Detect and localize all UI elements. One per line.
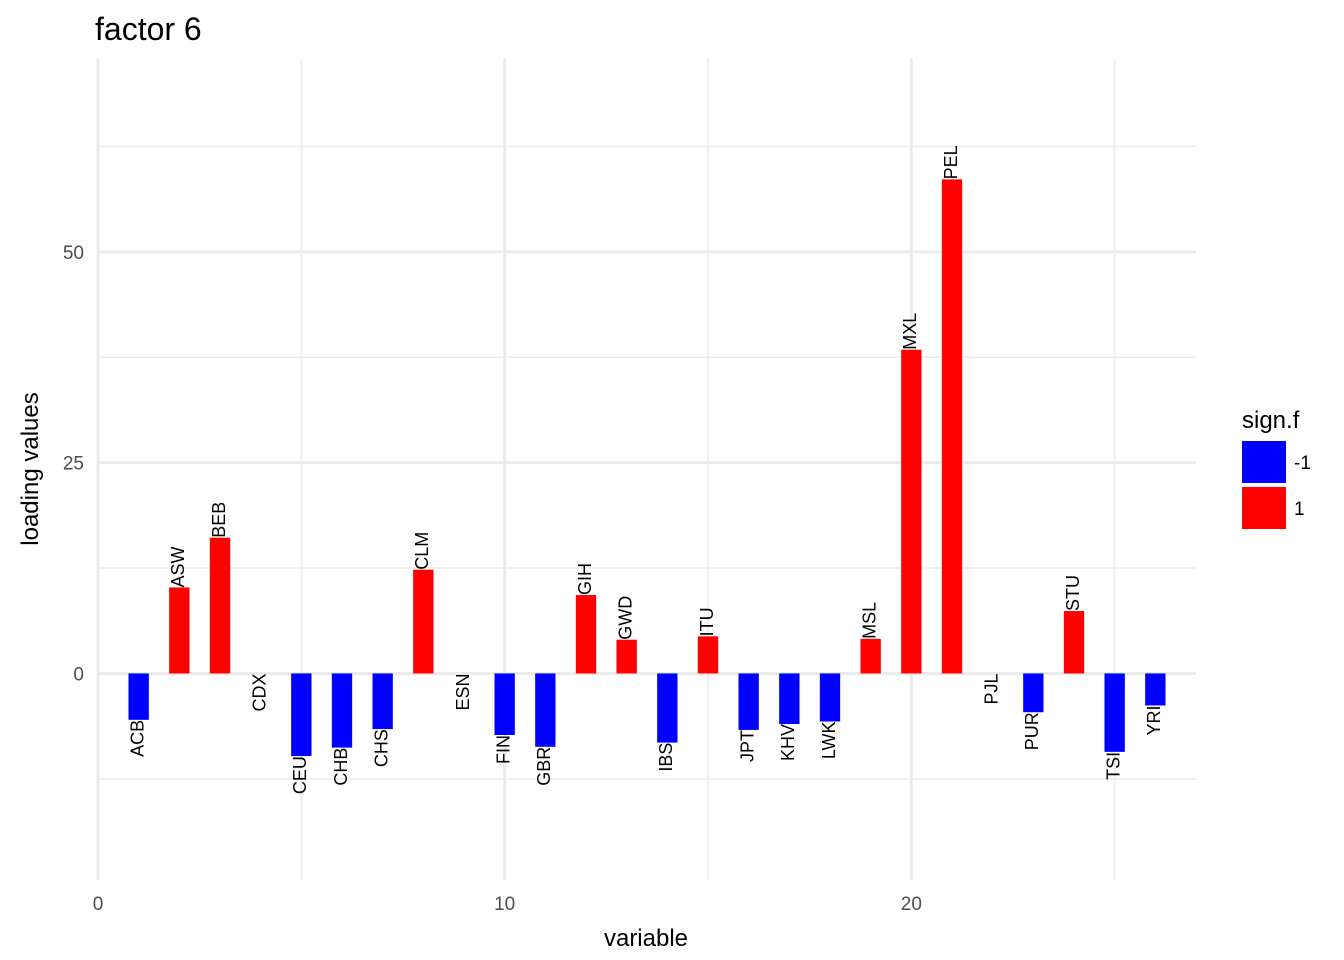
bar-label-tsi: TSI (1103, 752, 1123, 780)
bar-lwk (819, 673, 841, 722)
bar-chs (372, 673, 393, 730)
bar-label-lwk: LWK (819, 722, 839, 760)
bar-label-beb: BEB (209, 502, 229, 538)
bar-label-mxl: MXL (900, 313, 920, 350)
legend-label-negative: -1 (1294, 453, 1311, 474)
x-axis-title: variable (604, 925, 688, 952)
bar-chb (331, 673, 353, 748)
bar-label-pur: PUR (1022, 712, 1042, 750)
bar-ceu (291, 673, 312, 757)
chart-title: factor 6 (95, 11, 202, 47)
bar-gih (575, 595, 597, 674)
bar-itu (697, 636, 719, 674)
bar-label-pel: PEL (941, 145, 961, 179)
bar-acb (128, 673, 149, 720)
bar-label-msl: MSL (859, 602, 879, 639)
bar-yri (1145, 673, 1166, 706)
bar-label-chb: CHB (331, 748, 351, 786)
legend-title: sign.f (1242, 407, 1300, 434)
y-tick-label: 25 (63, 454, 84, 475)
legend-label-positive: 1 (1294, 499, 1305, 520)
x-tick-label: 20 (901, 894, 922, 915)
bar-series (128, 179, 1166, 757)
legend: sign.f -1 1 (1242, 407, 1311, 529)
bar-mxl (901, 349, 922, 674)
y-axis-title: loading values (17, 392, 44, 545)
bar-tsi (1104, 673, 1125, 752)
bar-labels: ACB ASW BEB CDX CEU CHB CHS CLM ESN FIN GBR GIH GWD I… (127, 145, 1164, 794)
bar-label-khv: KHV (778, 724, 798, 761)
bar-label-cdx: CDX (249, 673, 269, 711)
y-tick-label: 50 (63, 243, 84, 264)
bar-label-clm: CLM (412, 532, 432, 570)
major-gridlines (96, 58, 1196, 880)
legend-swatch-positive (1242, 487, 1286, 529)
bar-pel (941, 179, 963, 674)
bar-msl (860, 638, 881, 674)
bar-label-ibs: IBS (656, 743, 676, 772)
bar-label-yri: YRI (1144, 705, 1164, 735)
bar-jpt (738, 673, 759, 730)
bar-label-ceu: CEU (290, 756, 310, 794)
bar-label-acb: ACB (127, 720, 147, 757)
bar-label-gih: GIH (575, 563, 595, 595)
y-tick-label: 0 (73, 664, 84, 685)
bar-label-jpt: JPT (737, 730, 757, 762)
bar-asw (169, 587, 190, 674)
bar-label-pjl: PJL (981, 673, 1001, 704)
bar-label-chs: CHS (371, 729, 391, 767)
x-axis-ticks: 0 10 20 (93, 894, 922, 915)
bar-stu (1063, 611, 1085, 674)
bar-label-stu: STU (1063, 575, 1083, 611)
bar-label-gwd: GWD (615, 596, 635, 640)
bar-label-esn: ESN (453, 673, 473, 710)
bar-fin (494, 673, 515, 735)
y-axis-ticks: 0 25 50 (63, 243, 84, 686)
bar-label-itu: ITU (697, 607, 717, 636)
bar-pur (1023, 673, 1044, 713)
x-tick-label: 10 (494, 894, 515, 915)
bar-khv (779, 673, 800, 725)
x-tick-label: 0 (93, 894, 104, 915)
bar-label-fin: FIN (493, 735, 513, 764)
minor-gridlines (98, 58, 1196, 880)
bar-gbr (535, 673, 556, 747)
bar-label-gbr: GBR (534, 747, 554, 786)
bar-clm (413, 569, 434, 674)
legend-swatch-negative (1242, 441, 1286, 483)
bar-label-asw: ASW (168, 546, 188, 587)
bar-gwd (616, 639, 637, 674)
bar-beb (209, 537, 231, 674)
bar-ibs (657, 673, 678, 743)
